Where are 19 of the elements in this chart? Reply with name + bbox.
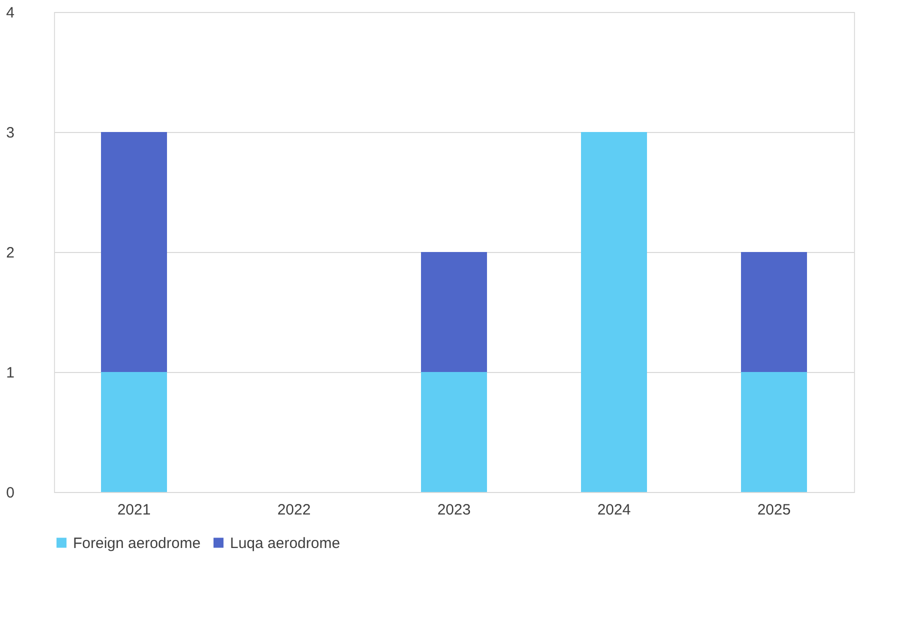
bar bbox=[741, 252, 807, 372]
x-tick-label: 2023 bbox=[437, 502, 471, 518]
bar bbox=[421, 372, 487, 492]
y-tick-label: 1 bbox=[6, 364, 14, 382]
x-tick-label: 2025 bbox=[757, 502, 791, 518]
x-tick-label: 2021 bbox=[117, 502, 151, 518]
y-tick-label: 3 bbox=[6, 124, 14, 142]
x-tick-label: 2022 bbox=[277, 502, 311, 518]
y-tick-label: 2 bbox=[6, 244, 14, 262]
legend-label: Luqa aerodrome bbox=[230, 534, 340, 552]
y-tick-label: 4 bbox=[6, 4, 14, 22]
legend-label: Foreign aerodrome bbox=[73, 534, 201, 552]
x-tick-label: 2024 bbox=[597, 502, 631, 518]
bar bbox=[741, 372, 807, 492]
bar bbox=[101, 372, 167, 492]
bar bbox=[421, 252, 487, 372]
bar bbox=[581, 132, 647, 492]
bar bbox=[101, 132, 167, 372]
y-tick-label: 0 bbox=[6, 484, 14, 502]
